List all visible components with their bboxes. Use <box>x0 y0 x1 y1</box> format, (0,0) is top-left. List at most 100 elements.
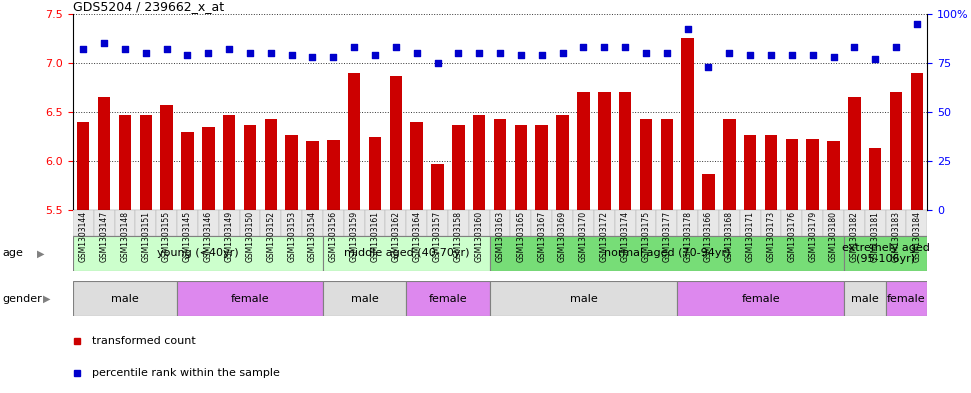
Text: GSM1303157: GSM1303157 <box>433 211 442 262</box>
Bar <box>698 210 719 236</box>
Bar <box>264 119 277 210</box>
Text: ▶: ▶ <box>43 294 50 304</box>
Bar <box>511 210 531 236</box>
Text: GSM1303152: GSM1303152 <box>266 211 276 262</box>
Text: transformed count: transformed count <box>91 336 195 346</box>
Point <box>576 44 591 50</box>
Bar <box>677 281 844 316</box>
Point <box>554 50 570 56</box>
Text: normal aged (70-94yr): normal aged (70-94yr) <box>604 248 730 259</box>
Bar <box>364 210 385 236</box>
Bar <box>160 105 173 210</box>
Point <box>596 44 612 50</box>
Text: ▶: ▶ <box>37 248 45 259</box>
Bar <box>619 92 631 210</box>
Text: GSM1303183: GSM1303183 <box>891 211 900 262</box>
Text: GSM1303170: GSM1303170 <box>579 211 587 262</box>
Text: GSM1303184: GSM1303184 <box>913 211 921 262</box>
Text: GSM1303153: GSM1303153 <box>287 211 296 262</box>
Text: GSM1303145: GSM1303145 <box>183 211 192 262</box>
Bar <box>886 281 927 316</box>
Point <box>784 52 799 58</box>
Point <box>492 50 508 56</box>
Text: GSM1303158: GSM1303158 <box>453 211 463 262</box>
Bar <box>369 136 382 210</box>
Bar <box>244 125 256 210</box>
Bar <box>323 210 344 236</box>
Text: GSM1303161: GSM1303161 <box>371 211 380 262</box>
Point <box>909 20 924 27</box>
Point <box>367 52 383 58</box>
Bar <box>140 115 152 210</box>
Point <box>618 44 633 50</box>
Text: GSM1303180: GSM1303180 <box>829 211 838 262</box>
Bar <box>285 134 298 210</box>
Point <box>388 44 404 50</box>
Bar <box>807 138 819 210</box>
Bar <box>844 281 886 316</box>
Point <box>888 44 904 50</box>
Text: GSM1303144: GSM1303144 <box>79 211 87 262</box>
Bar <box>598 92 611 210</box>
Bar <box>448 210 469 236</box>
Text: GSM1303147: GSM1303147 <box>100 211 109 262</box>
Text: GSM1303174: GSM1303174 <box>620 211 629 262</box>
Text: female: female <box>231 294 269 304</box>
Point <box>96 40 112 46</box>
Bar <box>385 210 406 236</box>
Bar <box>531 210 552 236</box>
Text: male: male <box>851 294 879 304</box>
Point <box>472 50 487 56</box>
Text: young (<40yr): young (<40yr) <box>157 248 239 259</box>
Bar <box>302 210 323 236</box>
Text: middle aged (40-70yr): middle aged (40-70yr) <box>344 248 469 259</box>
Text: male: male <box>570 294 597 304</box>
Point <box>159 46 175 52</box>
Point <box>680 26 695 33</box>
Point <box>201 50 217 56</box>
Text: GSM1303154: GSM1303154 <box>308 211 317 262</box>
Point <box>451 50 466 56</box>
Bar <box>473 115 486 210</box>
Bar <box>740 210 760 236</box>
Point <box>325 54 341 60</box>
Bar <box>823 210 844 236</box>
Text: GSM1303159: GSM1303159 <box>350 211 358 262</box>
Text: male: male <box>111 294 139 304</box>
Bar <box>744 134 756 210</box>
Bar <box>98 97 111 210</box>
Text: age: age <box>2 248 22 259</box>
Text: GSM1303149: GSM1303149 <box>224 211 234 262</box>
Text: GSM1303166: GSM1303166 <box>704 211 713 262</box>
Bar <box>115 210 135 236</box>
Bar <box>802 210 823 236</box>
Bar <box>73 236 323 271</box>
Bar <box>156 210 177 236</box>
Point <box>117 46 133 52</box>
Bar <box>135 210 156 236</box>
Text: GSM1303169: GSM1303169 <box>558 211 567 262</box>
Bar <box>73 210 93 236</box>
Text: GSM1303173: GSM1303173 <box>766 211 776 262</box>
Text: gender: gender <box>2 294 42 304</box>
Bar <box>844 236 927 271</box>
Bar <box>786 138 798 210</box>
Bar <box>865 210 886 236</box>
Bar <box>282 210 302 236</box>
Bar <box>218 210 240 236</box>
Bar <box>844 210 865 236</box>
Bar <box>240 210 260 236</box>
Bar <box>911 73 923 210</box>
Text: GDS5204 / 239662_x_at: GDS5204 / 239662_x_at <box>73 0 224 13</box>
Bar <box>177 281 323 316</box>
Bar <box>660 119 673 210</box>
Bar <box>907 210 927 236</box>
Text: GSM1303181: GSM1303181 <box>871 211 880 262</box>
Bar <box>723 119 736 210</box>
Text: GSM1303171: GSM1303171 <box>746 211 754 262</box>
Text: female: female <box>741 294 780 304</box>
Point <box>825 54 841 60</box>
Bar <box>682 38 694 210</box>
Bar <box>535 125 548 210</box>
Bar <box>452 125 465 210</box>
